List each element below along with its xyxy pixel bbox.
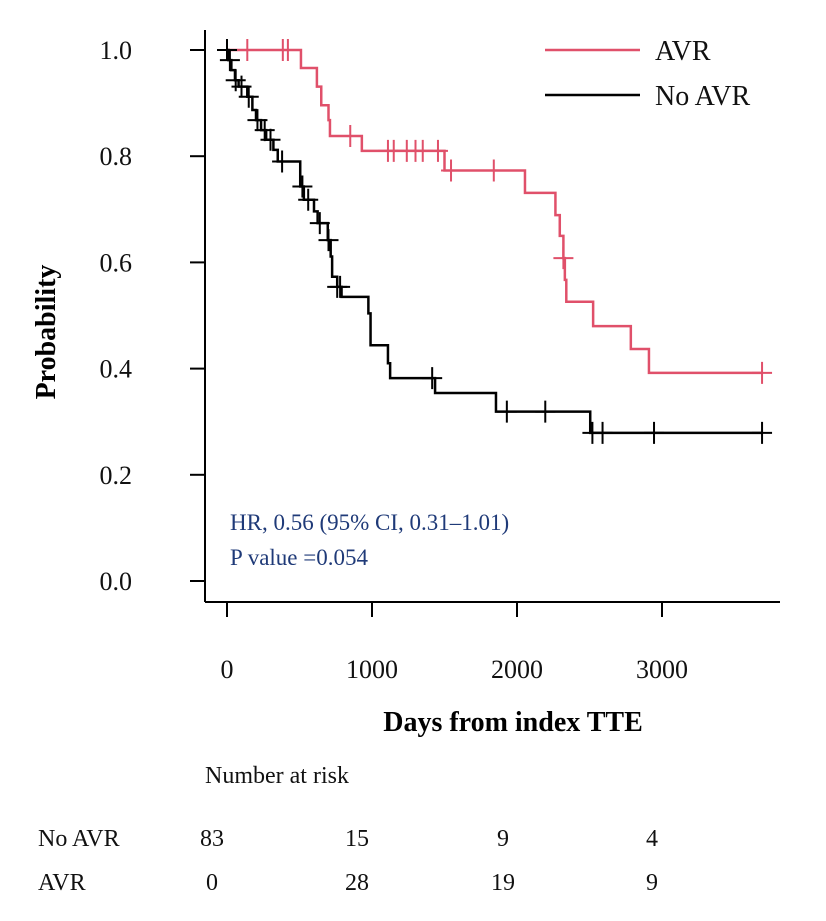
censor-mark-no-avr <box>644 421 665 444</box>
y-tick-label: 0.2 <box>100 461 133 490</box>
y-tick-label: 0.6 <box>100 248 133 277</box>
risk-row-no-avr: No AVR 83 15 9 4 <box>38 826 658 852</box>
censor-mark-avr <box>553 247 574 270</box>
risk-value: 0 <box>206 870 218 896</box>
censor-mark-no-avr <box>225 69 246 92</box>
hr-annotation: HR, 0.56 (95% CI, 0.31–1.01) <box>230 510 509 535</box>
risk-row-avr: AVR 0 28 19 9 <box>38 870 658 896</box>
risk-value: 9 <box>646 870 658 896</box>
censor-mark-no-avr <box>496 400 517 423</box>
risk-value: 9 <box>497 826 509 852</box>
censor-mark-no-avr <box>238 85 259 108</box>
y-tick-label: 1.0 <box>100 36 133 65</box>
x-axis-label: Days from index TTE <box>383 707 643 738</box>
censor-mark-no-avr <box>272 150 293 173</box>
risk-table-title: Number at risk <box>205 763 349 789</box>
p-value-annotation: P value =0.054 <box>230 545 368 570</box>
curve-no-avr <box>227 48 763 435</box>
censor-mark-no-avr <box>422 367 443 390</box>
x-tick-label: 1000 <box>346 655 398 684</box>
y-tick-label: 0.4 <box>100 355 133 384</box>
y-tick-label: 0.0 <box>100 567 133 596</box>
y-axis-label: Probability <box>31 265 62 400</box>
curve-avr <box>227 48 763 375</box>
x-tick-label: 2000 <box>491 655 543 684</box>
censor-mark-no-avr <box>217 39 237 61</box>
censor-mark-avr <box>441 159 462 182</box>
censor-mark-avr <box>752 361 773 384</box>
censor-mark-avr <box>427 139 448 162</box>
risk-value: 15 <box>345 826 369 852</box>
censor-mark-avr <box>340 125 361 148</box>
censor-mark-no-avr <box>318 229 339 252</box>
censor-mark-no-avr <box>292 175 313 198</box>
x-tick-label: 3000 <box>636 655 688 684</box>
censor-mark-avr <box>237 39 258 61</box>
censor-mark-no-avr <box>535 400 556 423</box>
censor-mark-no-avr <box>298 188 319 211</box>
risk-value: 19 <box>491 870 515 896</box>
legend: AVR No AVR <box>545 36 751 112</box>
risk-row-label: No AVR <box>38 826 120 852</box>
censor-mark-no-avr <box>309 212 330 235</box>
censor-mark-avr <box>483 159 504 182</box>
censor-mark-no-avr <box>592 421 613 444</box>
censor-mark-no-avr <box>330 275 351 298</box>
risk-value: 83 <box>200 826 224 852</box>
risk-row-label: AVR <box>38 870 86 896</box>
y-tick-label: 0.8 <box>100 142 133 171</box>
censor-mark-no-avr <box>219 49 240 72</box>
censor-mark-no-avr <box>752 421 773 444</box>
risk-value: 4 <box>646 826 658 852</box>
censor-mark-avr <box>277 39 298 61</box>
legend-label-no-avr: No AVR <box>655 81 751 112</box>
legend-label-avr: AVR <box>655 36 711 67</box>
censor-mark-no-avr <box>260 128 281 151</box>
x-tick-label: 0 <box>221 655 234 684</box>
risk-value: 28 <box>345 870 369 896</box>
